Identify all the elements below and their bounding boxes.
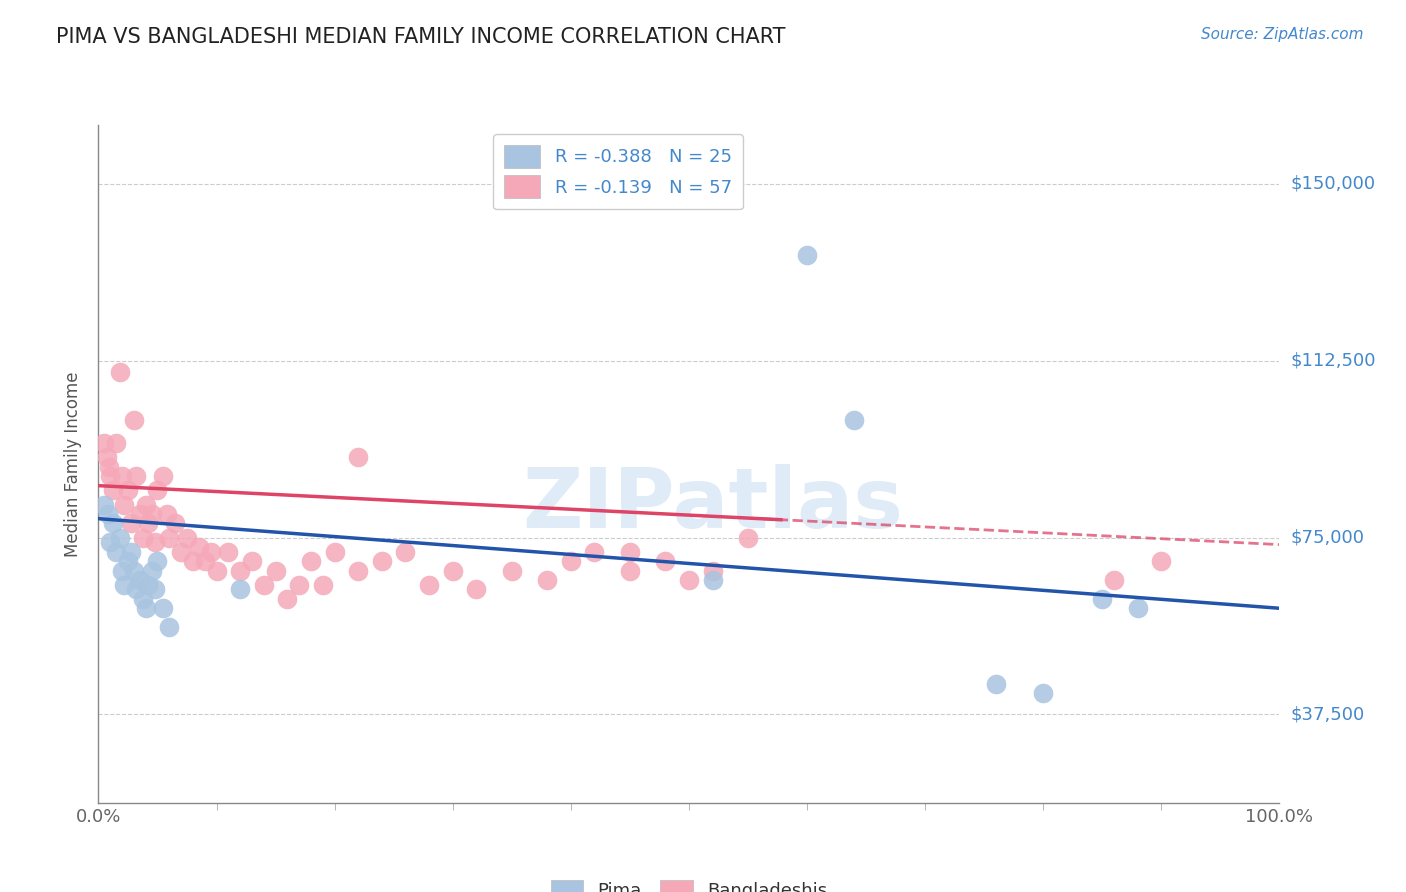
Point [347, 450, 370, 465]
Point [176, 531, 198, 545]
Text: $150,000: $150,000 [1291, 175, 1375, 193]
Point [181, 554, 204, 568]
Point [702, 564, 724, 578]
Point [796, 247, 818, 261]
Point [128, 507, 150, 521]
Point [135, 498, 157, 512]
Point [132, 591, 155, 606]
Point [122, 412, 145, 426]
Point [141, 564, 163, 578]
Point [117, 554, 139, 568]
Text: PIMA VS BANGLADESHI MEDIAN FAMILY INCOME CORRELATION CHART: PIMA VS BANGLADESHI MEDIAN FAMILY INCOME… [56, 27, 786, 46]
Point [1091, 591, 1114, 606]
Point [299, 554, 322, 568]
Point [108, 366, 131, 380]
Point [536, 573, 558, 587]
Point [101, 516, 124, 531]
Point [619, 544, 641, 558]
Point [108, 531, 131, 545]
Point [143, 582, 166, 597]
Point [984, 677, 1007, 691]
Point [96, 450, 118, 465]
Point [121, 516, 143, 531]
Point [143, 535, 166, 549]
Point [111, 469, 134, 483]
Point [702, 573, 724, 587]
Text: Source: ZipAtlas.com: Source: ZipAtlas.com [1201, 27, 1364, 42]
Point [165, 516, 187, 531]
Point [156, 507, 179, 521]
Point [136, 516, 159, 531]
Text: $75,000: $75,000 [1291, 529, 1365, 547]
Point [112, 498, 135, 512]
Point [288, 577, 311, 591]
Point [136, 577, 159, 591]
Point [97, 507, 120, 521]
Point [619, 564, 641, 578]
Point [465, 582, 488, 597]
Point [93, 436, 115, 450]
Y-axis label: Median Family Income: Median Family Income [65, 371, 83, 557]
Point [152, 601, 174, 615]
Point [1102, 573, 1125, 587]
Point [111, 564, 134, 578]
Point [217, 544, 239, 558]
Point [112, 577, 135, 591]
Point [501, 564, 523, 578]
Point [132, 531, 155, 545]
Point [276, 591, 298, 606]
Point [105, 436, 128, 450]
Text: $112,500: $112,500 [1291, 351, 1376, 369]
Point [141, 507, 163, 521]
Point [737, 531, 759, 545]
Point [146, 554, 169, 568]
Point [121, 544, 143, 558]
Point [560, 554, 582, 568]
Point [323, 544, 346, 558]
Point [264, 564, 287, 578]
Point [157, 531, 180, 545]
Point [187, 540, 209, 554]
Point [312, 577, 335, 591]
Point [205, 564, 228, 578]
Point [441, 564, 464, 578]
Point [146, 483, 169, 498]
Point [1150, 554, 1173, 568]
Point [128, 573, 150, 587]
Point [170, 544, 193, 558]
Point [200, 544, 222, 558]
Point [125, 469, 148, 483]
Point [347, 564, 370, 578]
Point [844, 412, 866, 426]
Point [678, 573, 700, 587]
Point [229, 582, 252, 597]
Point [1126, 601, 1149, 615]
Point [98, 469, 121, 483]
Point [654, 554, 676, 568]
Point [253, 577, 276, 591]
Point [583, 544, 606, 558]
Point [1032, 686, 1054, 700]
Point [157, 620, 180, 634]
Point [105, 544, 128, 558]
Point [371, 554, 394, 568]
Point [152, 469, 174, 483]
Text: ZIPatlas: ZIPatlas [522, 464, 903, 545]
Point [93, 498, 115, 512]
Point [125, 582, 148, 597]
Point [240, 554, 263, 568]
Point [122, 564, 145, 578]
Point [394, 544, 416, 558]
Point [98, 459, 121, 474]
Legend: Pima, Bangladeshis: Pima, Bangladeshis [544, 873, 834, 892]
Point [194, 554, 217, 568]
Point [117, 483, 139, 498]
Point [229, 564, 252, 578]
Point [101, 483, 124, 498]
Text: $37,500: $37,500 [1291, 706, 1365, 723]
Point [418, 577, 440, 591]
Point [98, 535, 121, 549]
Point [135, 601, 157, 615]
